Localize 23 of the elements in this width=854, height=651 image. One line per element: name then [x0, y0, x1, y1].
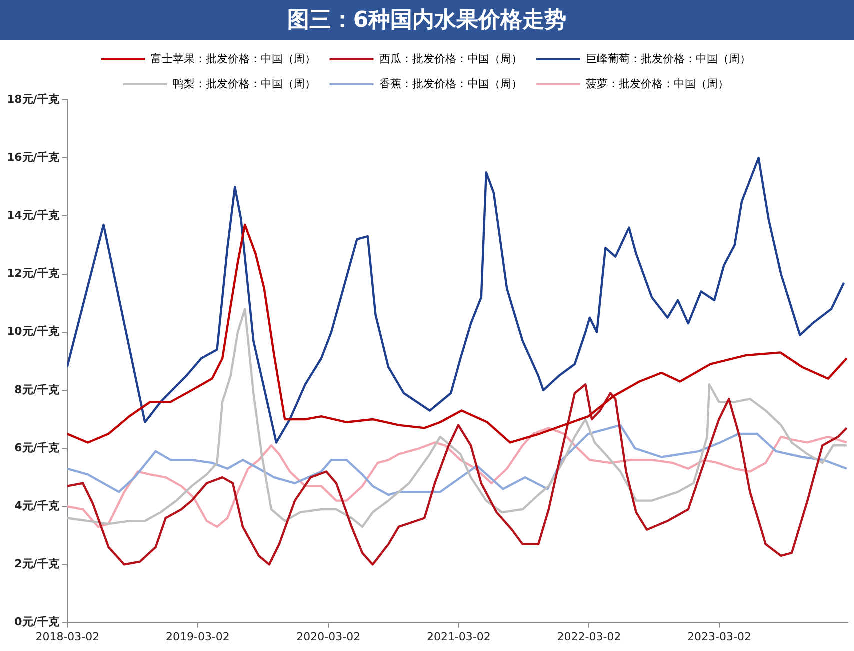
x-tick-label: 2019-03-02 [166, 630, 230, 644]
legend-label: 鸭梨：批发价格：中国（周） [172, 77, 316, 90]
y-tick-label: 6元/千克 [14, 441, 60, 454]
y-tick-label: 0元/千克 [14, 616, 60, 629]
legend-label: 巨峰葡萄：批发价格：中国（周） [586, 52, 751, 66]
y-tick-label: 12元/千克 [6, 267, 60, 280]
x-tick-label: 2021-03-02 [426, 630, 491, 644]
legend-label: 香蕉：批发价格：中国（周） [379, 77, 522, 90]
y-tick-label: 16元/千克 [6, 150, 60, 164]
x-tick-label: 2020-03-02 [296, 630, 361, 644]
x-tick-label: 2018-03-02 [36, 630, 100, 644]
y-tick-label: 8元/千克 [14, 383, 60, 396]
legend-label: 西瓜：批发价格：中国（周） [379, 52, 522, 66]
chart-title: 图三：6种国内水果价格走势 [0, 0, 854, 40]
legend-label: 菠萝：批发价格：中国（周） [586, 77, 729, 90]
x-tick-label: 2023-03-02 [688, 630, 752, 644]
y-tick-label: 2元/千克 [14, 558, 60, 571]
y-tick-label: 4元/千克 [14, 499, 60, 512]
y-tick-label: 14元/千克 [6, 209, 60, 222]
legend-label: 富士苹果：批发价格：中国（周） [150, 52, 316, 66]
y-tick-label: 10元/千克 [6, 325, 60, 338]
x-tick-label: 2022-03-02 [557, 630, 622, 644]
y-tick-label: 18元/千克 [6, 92, 60, 106]
